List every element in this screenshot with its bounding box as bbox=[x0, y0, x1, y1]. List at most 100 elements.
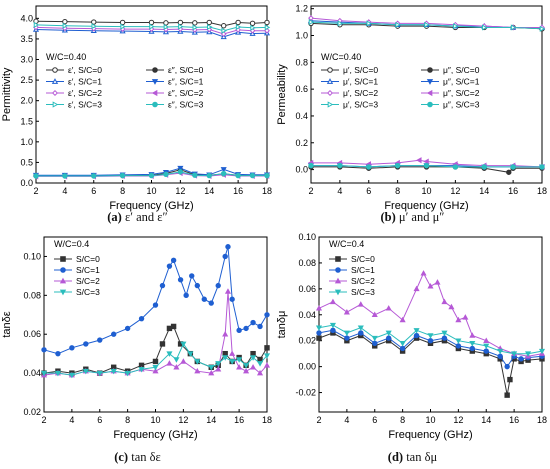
data-point-c-1 bbox=[69, 345, 75, 351]
data-point-d-2 bbox=[441, 298, 448, 305]
x-tick-label-b: 18 bbox=[537, 186, 547, 196]
data-point-a-7 bbox=[33, 173, 39, 179]
data-point-b-7 bbox=[481, 164, 487, 170]
x-tick-label-d: 18 bbox=[537, 415, 547, 425]
y-tick-label-d: 0.00 bbox=[298, 362, 316, 372]
data-point-b-6 bbox=[539, 25, 546, 32]
data-point-a-7 bbox=[264, 172, 270, 179]
data-point-d-2 bbox=[448, 303, 455, 310]
y-tick-label-d: 0.02 bbox=[298, 336, 316, 346]
data-point-d-0 bbox=[507, 376, 513, 383]
data-point-a-7 bbox=[163, 171, 169, 178]
x-tick-label-a: 10 bbox=[146, 186, 156, 196]
data-point-c-3 bbox=[243, 363, 250, 369]
caption-c-text: tan δε bbox=[131, 450, 161, 464]
data-point-c-2 bbox=[256, 369, 264, 376]
x-tick-label-c: 2 bbox=[41, 415, 46, 425]
data-point-b-5 bbox=[423, 158, 429, 165]
data-point-c-2 bbox=[194, 367, 201, 374]
data-point-a-6 bbox=[62, 22, 69, 29]
legend-swatch-marker-a-6 bbox=[52, 101, 59, 108]
legend-label-a-1: ε″, S/C=0 bbox=[168, 65, 204, 75]
data-point-d-3 bbox=[357, 325, 364, 331]
data-point-c-2 bbox=[263, 362, 271, 368]
data-point-a-3 bbox=[220, 167, 227, 173]
data-point-c-2 bbox=[243, 367, 250, 374]
legend-label-d-0: S/C=0 bbox=[351, 254, 375, 264]
legend-label-b-6: μ′, S/C=3 bbox=[343, 100, 378, 110]
data-point-a-6 bbox=[33, 21, 40, 28]
y-tick-label-c: 0.02 bbox=[23, 407, 41, 417]
series-markers-d-2 bbox=[315, 270, 546, 359]
legend-b: μ′, S/C=0 μ″, S/C=0 μ′, S/C=1 μ″, S/C=1 μ′, … bbox=[321, 65, 480, 110]
data-point-d-1 bbox=[358, 330, 364, 336]
data-point-b-7 bbox=[366, 164, 372, 170]
data-point-d-2 bbox=[455, 316, 462, 323]
data-point-a-6 bbox=[206, 23, 213, 31]
caption-b-text: μ′ and μ″ bbox=[398, 210, 445, 224]
data-point-c-3 bbox=[40, 370, 48, 377]
annotation-b: W/C=0.40 bbox=[321, 52, 361, 62]
x-tick-label-b: 16 bbox=[508, 186, 518, 196]
data-point-c-3 bbox=[180, 341, 187, 348]
y-tick-label-b: 0.4 bbox=[295, 111, 308, 121]
legend-label-c-1: S/C=1 bbox=[76, 265, 100, 275]
x-tick-label-c: 16 bbox=[234, 415, 244, 425]
data-point-c-1 bbox=[152, 302, 159, 308]
series-line-b-1 bbox=[311, 166, 542, 173]
data-point-c-1 bbox=[264, 312, 270, 318]
annotation-c: W/C=0.4 bbox=[54, 239, 89, 249]
data-point-d-3 bbox=[329, 322, 336, 329]
data-point-c-0 bbox=[170, 323, 177, 330]
data-point-d-2 bbox=[315, 305, 323, 311]
legend-label-b-7: μ″, S/C=3 bbox=[443, 100, 480, 110]
x-tick-label-b: 8 bbox=[395, 186, 400, 196]
data-point-c-1 bbox=[229, 296, 235, 302]
legend-swatch-marker-b-2 bbox=[326, 78, 334, 84]
data-point-c-3 bbox=[173, 357, 180, 363]
data-point-a-7 bbox=[177, 169, 184, 175]
data-point-a-0 bbox=[148, 19, 155, 26]
data-point-a-0 bbox=[235, 19, 241, 26]
data-point-c-3 bbox=[152, 365, 159, 371]
x-axis-label-c: Frequency (GHz) bbox=[113, 429, 197, 441]
data-point-d-2 bbox=[371, 311, 378, 318]
data-point-c-3 bbox=[187, 351, 194, 357]
data-point-d-3 bbox=[315, 325, 323, 331]
data-point-d-3 bbox=[455, 338, 462, 344]
data-point-d-3 bbox=[413, 328, 420, 334]
legend-swatch-marker-b-3 bbox=[426, 79, 434, 85]
legend-swatch-marker-c-0 bbox=[60, 256, 66, 262]
legend-label-b-3: μ″, S/C=1 bbox=[443, 77, 480, 87]
series-markers-a-2 bbox=[32, 26, 271, 40]
data-point-a-3 bbox=[177, 165, 184, 172]
y-tick-label-b: 1.2 bbox=[295, 4, 308, 14]
legend-swatch-marker-d-2 bbox=[334, 277, 342, 284]
legend-swatch-marker-c-1 bbox=[60, 267, 66, 273]
data-point-c-3 bbox=[256, 361, 264, 367]
y-tick-label-a: 2.5 bbox=[20, 75, 33, 85]
data-point-d-3 bbox=[343, 330, 350, 337]
x-tick-label-d: 8 bbox=[400, 415, 405, 425]
data-point-a-6 bbox=[178, 23, 184, 30]
caption-c: (c) tan δε bbox=[0, 450, 275, 465]
legend-swatch-marker-a-7 bbox=[152, 101, 158, 108]
x-axis-label-a: Frequency (GHz) bbox=[109, 200, 193, 212]
x-tick-label-a: 2 bbox=[33, 186, 38, 196]
data-point-a-0 bbox=[206, 19, 212, 26]
data-point-b-6 bbox=[481, 24, 488, 31]
data-point-c-1 bbox=[97, 337, 103, 343]
data-point-d-1 bbox=[518, 356, 524, 362]
data-point-c-1 bbox=[159, 282, 166, 289]
y-tick-label-d: 0.08 bbox=[298, 258, 316, 268]
series-line-b-5 bbox=[311, 159, 543, 168]
data-point-d-1 bbox=[441, 335, 448, 341]
x-tick-label-b: 6 bbox=[366, 186, 371, 196]
caption-a: (a) ε′ and ε″ bbox=[0, 210, 275, 225]
data-point-d-1 bbox=[413, 332, 420, 339]
x-tick-label-d: 4 bbox=[344, 415, 349, 425]
legend-swatch-marker-d-1 bbox=[335, 267, 341, 273]
caption-b: (b) μ′ and μ″ bbox=[275, 210, 550, 225]
y-tick-label-b: 0.8 bbox=[295, 57, 308, 67]
data-point-d-1 bbox=[330, 327, 336, 334]
